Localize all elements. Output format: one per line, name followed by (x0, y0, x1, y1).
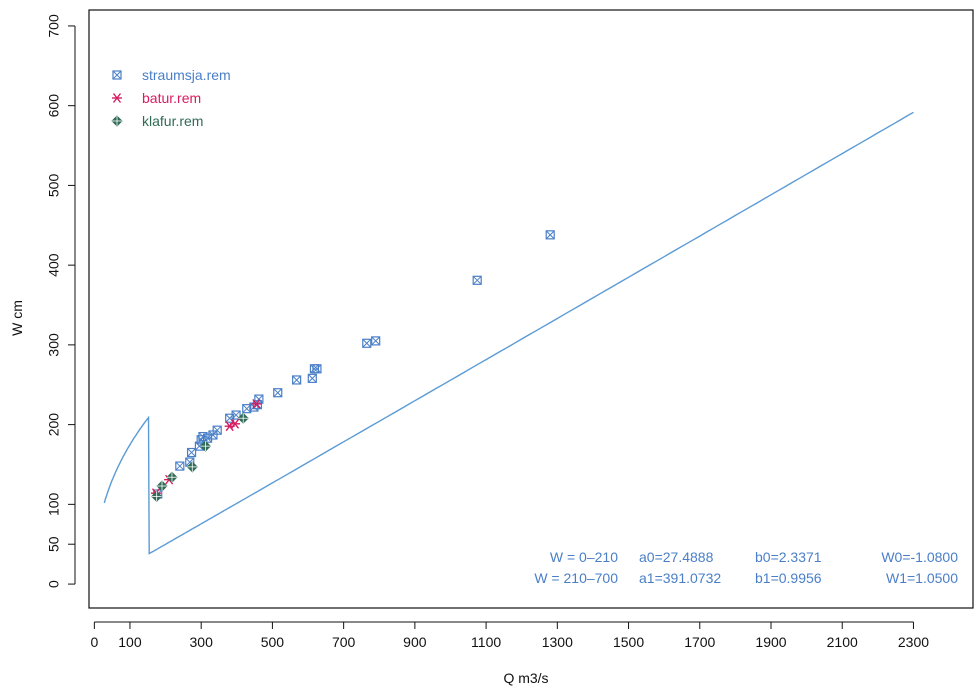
x-tick-label: 1100 (471, 634, 501, 650)
legend-label-batur: batur.rem (142, 90, 201, 106)
x-tick-label: 1500 (613, 634, 644, 650)
y-tick-label: 700 (46, 14, 62, 38)
eq-a-0: a0=27.4888 (639, 549, 714, 565)
data-point-klafur (151, 490, 163, 502)
x-tick-label: 1900 (755, 634, 786, 650)
legend-marker-straumsja (112, 70, 122, 80)
legend-marker-glyph (112, 70, 122, 80)
data-point-klafur (156, 480, 168, 492)
x-tick-label: 500 (261, 634, 285, 650)
y-tick-label: 100 (46, 492, 62, 516)
data-point-straumsja (292, 375, 302, 385)
x-tick-label: 0 (90, 634, 98, 650)
data-point-batur (230, 418, 241, 429)
legend-marker-glyph (112, 93, 122, 103)
data-point-straumsja (312, 364, 322, 374)
eq-a-1: a1=391.0732 (639, 570, 721, 586)
y-axis: 0 50 100 200 300 400 500 600 700 (46, 14, 76, 588)
y-axis-title: W cm (9, 300, 25, 336)
equation-table: W = 0–210 a0=27.4888 b0=2.3371 W0=-1.080… (534, 549, 958, 586)
data-point-straumsja (307, 373, 317, 383)
data-point-straumsja (175, 461, 185, 471)
data-point-straumsja (202, 433, 213, 443)
legend-marker-glyph (111, 115, 123, 127)
y-tick-label: 400 (46, 253, 62, 277)
rating-curve-line (103, 111, 914, 555)
y-tick-label: 200 (46, 413, 62, 437)
y-tick-label: 600 (46, 94, 62, 118)
legend-label-straumsja: straumsja.rem (142, 67, 231, 83)
data-point-straumsja (545, 230, 555, 240)
eq-range-0: W = 0–210 (550, 549, 618, 565)
y-tick-label: 50 (46, 536, 62, 552)
data-point-straumsja (212, 425, 222, 435)
x-tick-label: 2100 (827, 634, 858, 650)
eq-w-1: W1=1.0500 (886, 570, 958, 586)
legend-marker-klafur (111, 115, 123, 127)
legend-marker-batur (112, 93, 122, 103)
data-point-klafur (199, 440, 212, 452)
x-tick-label: 300 (190, 634, 214, 650)
x-tick-label: 1700 (684, 634, 715, 650)
legend-label-klafur: klafur.rem (142, 113, 203, 129)
data-points (150, 230, 555, 502)
data-point-batur (251, 398, 262, 409)
eq-b-1: b1=0.9956 (755, 570, 822, 586)
x-axis-title: Q m3/s (503, 670, 548, 686)
y-tick-label: 300 (46, 333, 62, 357)
y-tick-label: 0 (46, 580, 62, 588)
x-tick-label: 900 (403, 634, 427, 650)
data-point-straumsja (362, 338, 372, 348)
x-tick-label: 1300 (542, 634, 573, 650)
x-tick-label: 700 (332, 634, 356, 650)
x-tick-label: 2300 (898, 634, 929, 650)
eq-range-1: W = 210–700 (534, 570, 618, 586)
y-tick-label: 500 (46, 174, 62, 198)
data-point-straumsja (371, 336, 381, 346)
data-point-straumsja (254, 394, 264, 404)
data-point-straumsja (186, 447, 197, 458)
x-axis: 0 100 300 500 700 900 1100 1300 1500 1700 1900 2100… (90, 621, 929, 650)
data-point-klafur (166, 471, 178, 483)
data-point-klafur (237, 412, 249, 424)
data-point-klafur (186, 461, 198, 473)
plot-area (88, 9, 974, 609)
x-tick-label: 100 (118, 634, 142, 650)
eq-w-0: W0=-1.0800 (881, 549, 958, 565)
eq-b-0: b0=2.3371 (755, 549, 822, 565)
data-point-straumsja (273, 388, 283, 398)
data-point-straumsja (472, 275, 482, 285)
legend: straumsja.rem batur.rem klafur.rem (111, 67, 231, 129)
plot-frame (88, 9, 974, 609)
